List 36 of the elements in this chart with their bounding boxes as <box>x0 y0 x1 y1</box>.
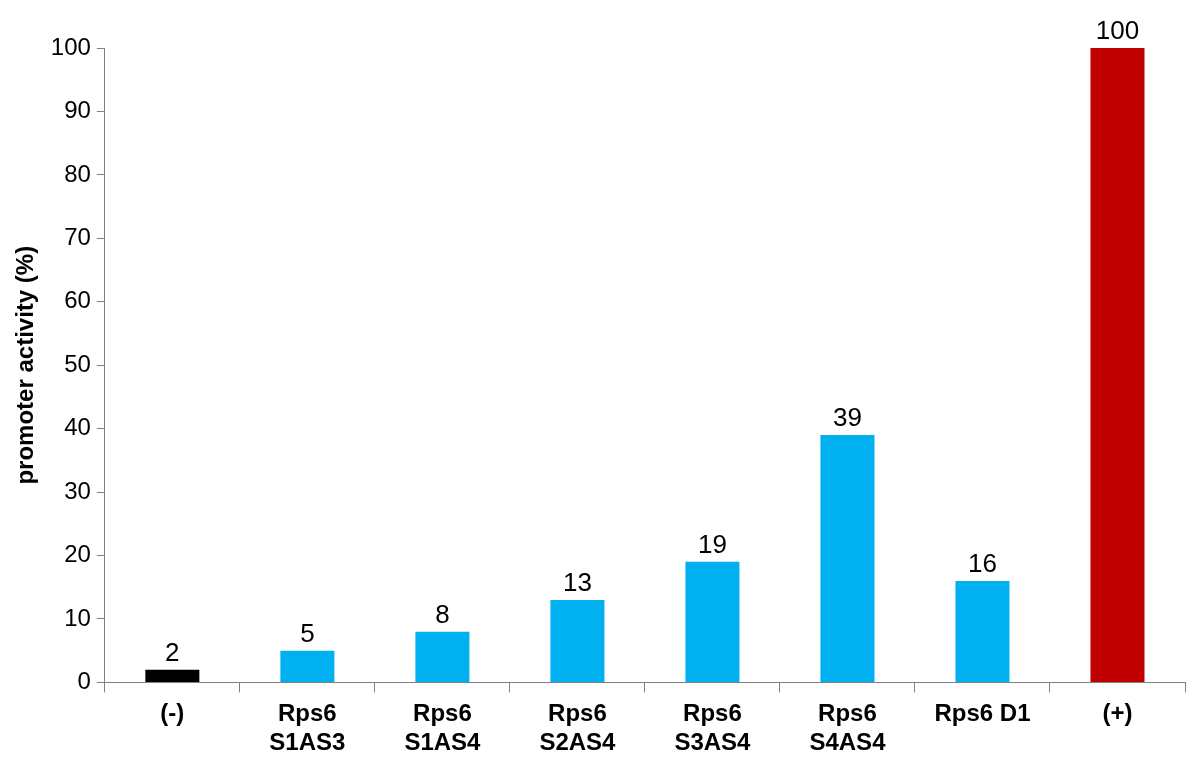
x-tick-label: (-) <box>160 699 185 727</box>
x-tick-label: Rps6 S3AS4 <box>674 699 752 756</box>
y-tick-label: 80 <box>64 159 91 187</box>
y-tick-label: 70 <box>64 222 91 250</box>
y-tick-label: 20 <box>64 540 91 568</box>
y-tick-label: 40 <box>64 413 91 441</box>
bar <box>550 599 605 682</box>
x-tick-label: Rps6 S4AS4 <box>809 699 887 756</box>
data-label: 39 <box>832 402 862 433</box>
y-tick-label: 0 <box>77 667 91 695</box>
y-tick-label: 60 <box>64 286 91 314</box>
data-label: 5 <box>300 617 315 648</box>
x-tick-label: Rps6 S1AS4 <box>404 699 482 756</box>
y-axis-title: promoter activity (%) <box>11 245 39 485</box>
bar <box>820 434 875 682</box>
bar <box>1090 48 1145 682</box>
data-label: 100 <box>1095 15 1140 46</box>
data-label: 16 <box>968 548 997 579</box>
y-tick-label: 100 <box>50 32 91 60</box>
x-tick-label: Rps6 S2AS4 <box>539 699 617 756</box>
data-label: 8 <box>435 598 450 629</box>
bar <box>955 580 1010 682</box>
data-label: 19 <box>697 529 727 560</box>
data-label: 2 <box>165 636 180 667</box>
x-tick-label: (+) <box>1102 699 1133 727</box>
y-tick-label: 50 <box>64 349 91 377</box>
y-tick-label: 90 <box>64 96 91 124</box>
x-tick-label: Rps6 S1AS3 <box>269 699 346 756</box>
y-tick-label: 10 <box>64 603 91 631</box>
y-tick-label: 30 <box>64 476 91 504</box>
bar <box>415 631 470 682</box>
data-label: 13 <box>562 567 592 598</box>
bar <box>280 650 335 682</box>
bar <box>685 561 740 682</box>
bar <box>145 669 200 682</box>
x-tick-label: Rps6 D1 <box>934 699 1031 727</box>
